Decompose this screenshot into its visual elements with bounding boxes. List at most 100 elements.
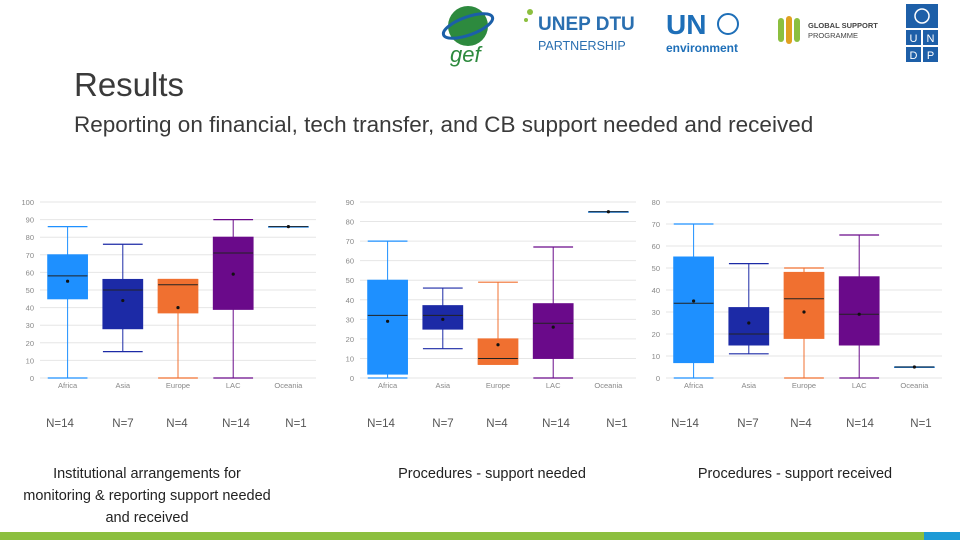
mean-point <box>747 321 751 325</box>
x-tick-label: Oceania <box>274 381 303 390</box>
mean-point <box>692 299 696 303</box>
boxplot-institutional: 0 10 20 30 40 50 60 70 80 90 100 Africa Asia Europe LA… <box>21 198 316 390</box>
y-tick-label: 60 <box>346 257 354 266</box>
gsp-leaf-icon <box>786 16 792 44</box>
y-tick-label: 10 <box>346 354 354 363</box>
mean-point <box>857 312 861 316</box>
x-tick-label: Oceania <box>900 381 929 390</box>
n-label: N=14 <box>222 418 250 430</box>
n-label: N=4 <box>166 418 188 430</box>
mean-point <box>66 279 70 283</box>
y-tick-label: 70 <box>346 237 354 246</box>
y-tick-label: 90 <box>346 198 354 207</box>
slide-title: Results <box>74 66 185 103</box>
y-tick-label: 50 <box>652 264 660 273</box>
caption-procedures-received: Procedures - support received <box>697 466 893 482</box>
gef-text: gef <box>450 42 483 67</box>
n-label: N=14 <box>542 418 570 430</box>
y-tick-label: 40 <box>652 286 660 295</box>
y-tick-label: 70 <box>652 220 660 229</box>
y-tick-label: 10 <box>652 352 660 361</box>
undp-letter: D <box>910 50 918 62</box>
box <box>532 303 574 359</box>
environment-text: environment <box>666 41 738 55</box>
x-tick-label: Oceania <box>594 381 623 390</box>
y-tick-label: 60 <box>652 242 660 251</box>
box <box>673 256 714 364</box>
undp-logo: U N D P <box>906 4 938 62</box>
boxplot-procedures-needed: 0 10 20 30 40 50 60 70 80 90 Africa Asia Europe LAC Oc… <box>346 198 636 390</box>
n-label: N=14 <box>46 418 74 430</box>
partner-logos: gef UNEP DTU PARTNERSHIP UN environment … <box>440 2 950 82</box>
gsp-leaf-icon <box>778 18 784 42</box>
box <box>47 254 88 300</box>
x-tick-label: Africa <box>378 381 398 390</box>
x-tick-label: LAC <box>852 381 867 390</box>
mean-point <box>176 306 180 310</box>
mean-point <box>496 343 500 347</box>
n-label: N=1 <box>285 418 307 430</box>
gef-logo: gef <box>441 6 495 67</box>
un-emblem-icon <box>717 13 739 35</box>
gsp-leaf-icon <box>794 18 800 42</box>
x-tick-label: Asia <box>436 381 451 390</box>
mean-point <box>231 272 235 276</box>
n-label: N=7 <box>112 418 134 430</box>
box <box>422 305 464 330</box>
footer-accent <box>924 532 960 540</box>
x-tick-label: LAC <box>546 381 561 390</box>
gef-orbit <box>441 12 495 40</box>
y-tick-label: 70 <box>26 251 34 260</box>
y-tick-label: 100 <box>21 198 34 207</box>
n-label: N=4 <box>486 418 508 430</box>
undp-emblem-box <box>906 4 938 28</box>
undp-letter: U <box>910 33 918 45</box>
y-tick-label: 80 <box>26 233 34 242</box>
box <box>728 307 770 346</box>
n-label: N=14 <box>671 418 699 430</box>
footer-bar <box>0 532 960 540</box>
box <box>783 271 825 339</box>
mean-point <box>912 365 916 369</box>
x-tick-label: Europe <box>792 381 816 390</box>
y-tick-label: 10 <box>26 356 34 365</box>
n-label: N=14 <box>367 418 395 430</box>
un-environment-logo: UN environment <box>666 9 739 55</box>
y-tick-label: 20 <box>26 339 34 348</box>
mean-point <box>386 319 390 323</box>
x-tick-label: Asia <box>116 381 131 390</box>
un-text: UN <box>666 9 706 40</box>
y-tick-label: 30 <box>346 315 354 324</box>
x-tick-label: Africa <box>684 381 704 390</box>
mean-point <box>286 225 290 229</box>
undp-letter: N <box>927 33 935 45</box>
undp-emblem-icon <box>914 8 930 24</box>
mean-point <box>606 210 610 214</box>
box <box>838 276 880 346</box>
x-tick-label: Asia <box>742 381 757 390</box>
mean-point <box>551 325 555 329</box>
undp-letter: P <box>927 50 934 62</box>
mean-point <box>441 317 445 321</box>
unep-dtu-text: UNEP DTU <box>538 14 635 35</box>
n-label: N=1 <box>606 418 628 430</box>
y-tick-label: 50 <box>346 276 354 285</box>
caption-procedures-needed: Procedures - support needed <box>398 466 586 482</box>
gsp-logo: GLOBAL SUPPORT PROGRAMME <box>778 16 878 44</box>
y-tick-label: 40 <box>26 304 34 313</box>
box <box>477 338 519 365</box>
y-tick-label: 30 <box>652 308 660 317</box>
box <box>102 278 144 330</box>
n-label: N=1 <box>910 418 932 430</box>
y-tick-label: 80 <box>652 198 660 207</box>
y-tick-label: 60 <box>26 268 34 277</box>
gsp-text-1: GLOBAL SUPPORT <box>808 21 878 30</box>
unep-dot-icon <box>527 9 533 15</box>
y-tick-label: 20 <box>346 335 354 344</box>
slide-subtitle: Reporting on financial, tech transfer, a… <box>74 112 814 137</box>
boxplot-procedures-received: 0 10 20 30 40 50 60 70 80 Africa Asia Europe LAC Ocea… <box>652 198 942 390</box>
caption-institutional: Institutional arrangements for monitorin… <box>23 466 271 526</box>
n-label: N=4 <box>790 418 812 430</box>
y-tick-label: 30 <box>26 321 34 330</box>
x-tick-label: Europe <box>166 381 190 390</box>
